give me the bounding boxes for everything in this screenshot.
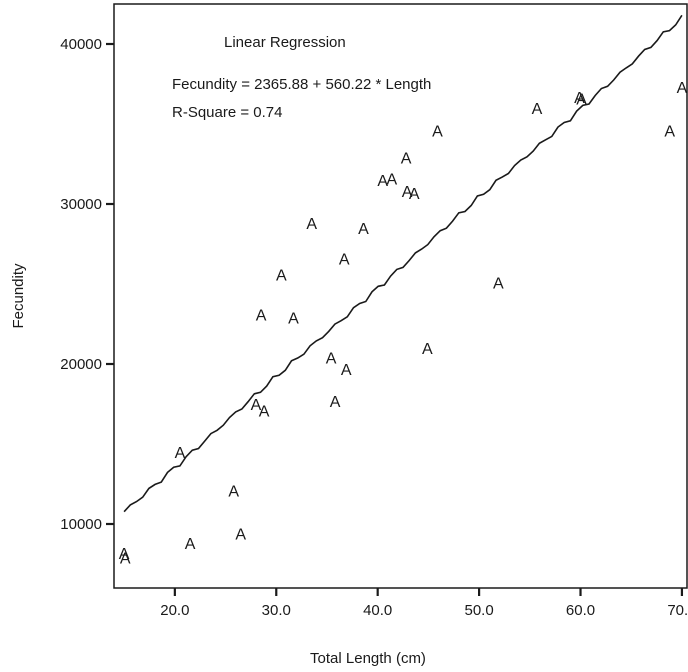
y-axis: 10000 20000 30000 40000 [60, 36, 114, 533]
data-point: A [228, 483, 239, 500]
data-point: A [664, 123, 675, 140]
data-point: A [276, 267, 287, 284]
data-point: A [432, 123, 443, 140]
x-tick-label: 50.0 [464, 602, 493, 619]
data-point: A [409, 186, 420, 203]
y-tick-label: 30000 [60, 196, 102, 213]
data-point: A [120, 551, 131, 568]
data-point: A [387, 171, 398, 188]
data-point: A [493, 275, 504, 292]
data-point: A [574, 90, 585, 107]
annotation-rsquare: R-Square = 0.74 [172, 104, 283, 121]
annotation-equation: Fecundity = 2365.88 + 560.22 * Length [172, 76, 431, 93]
data-point: A [119, 546, 130, 563]
y-axis-title: Fecundity [10, 263, 27, 329]
data-point: A [339, 251, 350, 268]
plot-frame [113, 3, 688, 589]
y-tick-label: 20000 [60, 356, 102, 373]
x-tick-label: 30.0 [262, 602, 291, 619]
annotation-title: Linear Regression [224, 34, 346, 51]
data-point: A [288, 311, 299, 328]
data-point: A [235, 527, 246, 544]
data-point: A [401, 151, 412, 168]
data-point: A [256, 307, 267, 324]
x-axis-title: Total Length (cm) [310, 650, 426, 667]
data-point: A [358, 221, 369, 238]
data-point: A [402, 184, 413, 201]
data-point: A [259, 403, 270, 420]
y-tick-label: 40000 [60, 36, 102, 53]
data-point: A [306, 216, 317, 233]
data-point: A [677, 80, 688, 97]
x-tick-label: 40.0 [363, 602, 392, 619]
data-point: A [422, 341, 433, 358]
y-tick-label: 10000 [60, 516, 102, 533]
data-point: A [185, 536, 196, 553]
regression-line [123, 14, 683, 513]
data-point: A [326, 351, 337, 368]
data-point: A [251, 397, 262, 414]
x-tick-label: 20.0 [160, 602, 189, 619]
x-axis: 20.0 30.0 40.0 50.0 60.0 70.0 [160, 588, 688, 619]
data-point: A [330, 394, 341, 411]
data-point: A [377, 173, 388, 190]
data-point: A [341, 362, 352, 379]
data-point: A [532, 101, 543, 118]
data-point: A [175, 445, 186, 462]
data-point: A [576, 91, 587, 108]
x-tick-label: 70.0 [667, 602, 688, 619]
x-tick-label: 60.0 [566, 602, 595, 619]
